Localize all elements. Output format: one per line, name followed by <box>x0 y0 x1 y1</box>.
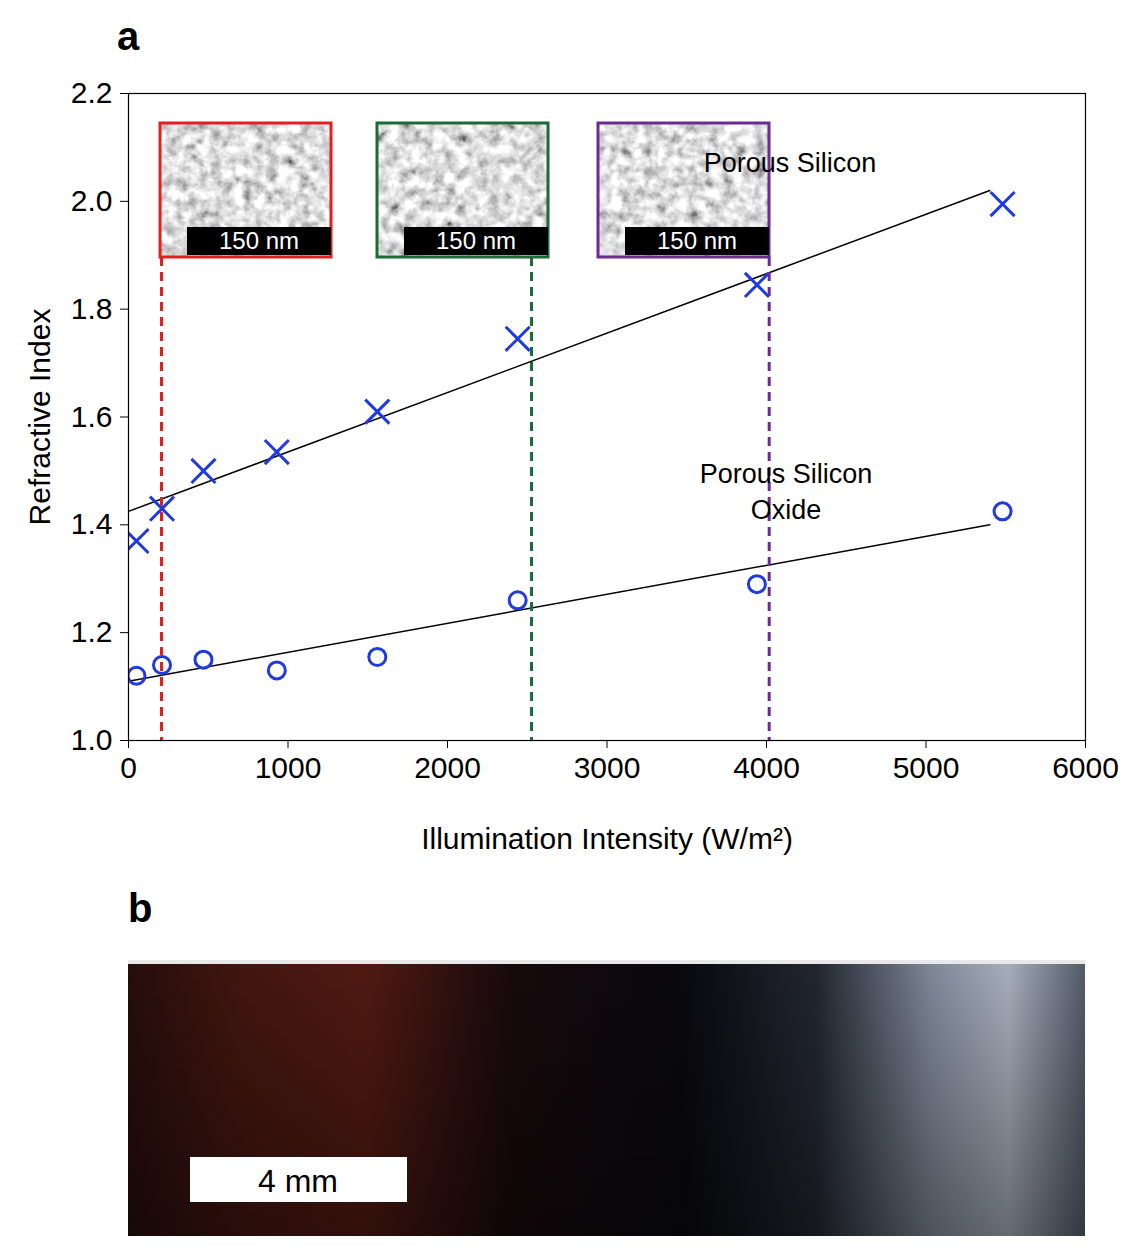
svg-text:a: a <box>117 14 140 58</box>
svg-text:Refractive Index: Refractive Index <box>23 309 56 526</box>
svg-text:1.4: 1.4 <box>71 507 113 540</box>
svg-text:0: 0 <box>120 751 137 784</box>
svg-text:2.0: 2.0 <box>71 184 113 217</box>
svg-text:1.0: 1.0 <box>71 723 113 756</box>
svg-text:1.2: 1.2 <box>71 615 113 648</box>
svg-text:2000: 2000 <box>414 751 481 784</box>
svg-text:Illumination Intensity (W/m²): Illumination Intensity (W/m²) <box>421 822 793 855</box>
svg-text:150 nm: 150 nm <box>219 227 299 254</box>
svg-text:3000: 3000 <box>574 751 641 784</box>
svg-text:150 nm: 150 nm <box>657 227 737 254</box>
svg-text:2.2: 2.2 <box>71 76 113 109</box>
svg-text:Porous SiliconOxide: Porous SiliconOxide <box>700 459 873 525</box>
svg-text:6000: 6000 <box>1052 751 1119 784</box>
svg-text:4000: 4000 <box>733 751 800 784</box>
svg-text:1.6: 1.6 <box>71 400 113 433</box>
svg-text:1000: 1000 <box>255 751 322 784</box>
svg-text:4 mm: 4 mm <box>258 1163 338 1199</box>
svg-text:Porous Silicon: Porous Silicon <box>704 148 877 178</box>
svg-text:150 nm: 150 nm <box>436 227 516 254</box>
svg-text:5000: 5000 <box>893 751 960 784</box>
svg-text:1.8: 1.8 <box>71 292 113 325</box>
svg-text:b: b <box>128 886 152 930</box>
